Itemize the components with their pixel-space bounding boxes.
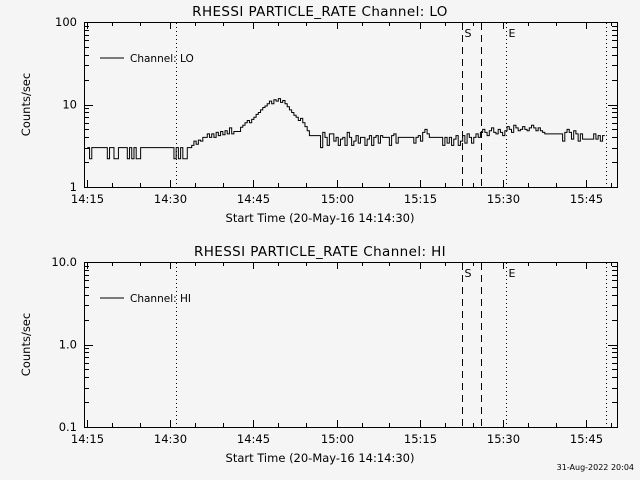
x-tick-label: 15:00 — [321, 192, 354, 206]
y-axis-label: Counts/sec — [19, 73, 33, 136]
x-tick-label: 14:30 — [154, 192, 187, 206]
y-tick-label: 10 — [62, 98, 77, 112]
x-tick-label: 14:15 — [71, 432, 104, 446]
panel-channel-hi: RHESSI PARTICLE_RATE Channel: HI 0.1 1.0 10… — [0, 240, 640, 480]
x-tick-label: 15:00 — [321, 432, 354, 446]
x-tick-label: 15:15 — [404, 192, 437, 206]
plot-channel-lo: RHESSI PARTICLE_RATE Channel: LO 1 10 100 Co… — [19, 4, 618, 225]
x-tick-label: 15:30 — [487, 192, 520, 206]
x-tick-label: 14:45 — [237, 432, 270, 446]
render-timestamp: 31-Aug-2022 20:04 — [557, 463, 634, 472]
render-timestamp-svg: 31-Aug-2022 20:04 — [557, 463, 634, 472]
panel-channel-lo: RHESSI PARTICLE_RATE Channel: LO 1 10 100 Co… — [19, 4, 618, 225]
event-marker-label-s: S — [465, 267, 472, 280]
x-axis-label: Start Time (20-May-16 14:14:30) — [226, 451, 415, 465]
legend-label: Channel: LO — [130, 53, 194, 65]
x-tick-label: 15:45 — [570, 192, 603, 206]
legend-label: Channel: HI — [130, 293, 191, 305]
x-tick-label: 14:15 — [71, 192, 104, 206]
data-series-line — [87, 98, 605, 160]
x-tick-label: 14:30 — [154, 432, 187, 446]
y-tick-label: 100 — [55, 15, 77, 29]
y-tick-label: 0.1 — [59, 420, 77, 434]
plot-title: RHESSI PARTICLE_RATE Channel: LO — [192, 4, 448, 20]
y-tick-label: 10.0 — [51, 255, 77, 269]
event-marker-label-e: E — [509, 267, 516, 280]
plot-channel-hi: RHESSI PARTICLE_RATE Channel: HI 0.1 1.0 10… — [19, 244, 618, 465]
event-marker-label-s: S — [465, 27, 472, 40]
x-tick-label: 14:45 — [237, 192, 270, 206]
x-axis-label: Start Time (20-May-16 14:14:30) — [226, 211, 415, 225]
y-axis-label: Counts/sec — [19, 313, 33, 376]
y-tick-label: 1 — [70, 180, 77, 194]
plot-frame — [84, 262, 618, 428]
plot-frame — [84, 22, 618, 188]
plot-title: RHESSI PARTICLE_RATE Channel: HI — [194, 244, 446, 260]
x-tick-label: 15:30 — [487, 432, 520, 446]
y-tick-label: 1.0 — [59, 338, 77, 352]
x-tick-label: 15:45 — [570, 432, 603, 446]
x-tick-label: 15:15 — [404, 432, 437, 446]
event-marker-label-e: E — [509, 27, 516, 40]
